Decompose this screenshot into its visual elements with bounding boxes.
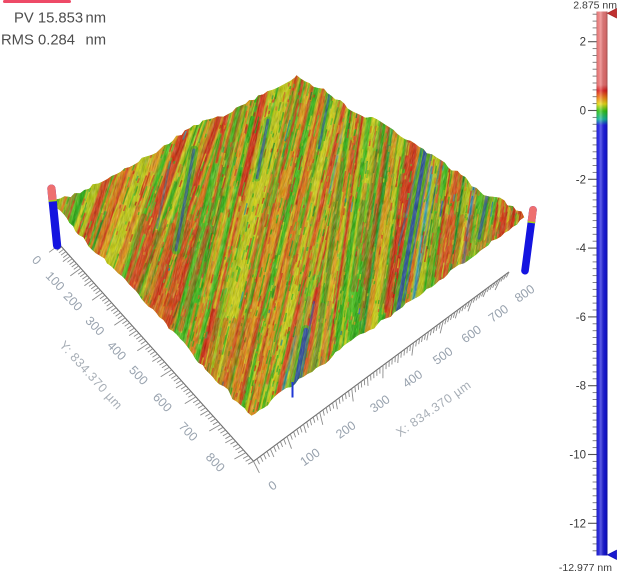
svg-text:400: 400 <box>400 367 425 390</box>
svg-text:500: 500 <box>126 363 151 388</box>
svg-text:nm: nm <box>86 11 107 27</box>
svg-text:-6: -6 <box>576 312 586 324</box>
svg-text:2: 2 <box>580 37 586 49</box>
svg-text:800: 800 <box>203 450 228 475</box>
svg-text:100: 100 <box>43 269 68 294</box>
svg-text:-4: -4 <box>576 243 587 255</box>
svg-text:PV 15.853: PV 15.853 <box>14 11 83 27</box>
svg-text:0: 0 <box>29 253 44 268</box>
svg-text:800: 800 <box>512 282 537 305</box>
svg-text:-12.977 nm: -12.977 nm <box>559 562 612 574</box>
svg-text:nm: nm <box>86 33 107 49</box>
svg-text:100: 100 <box>298 445 323 468</box>
svg-text:0: 0 <box>580 106 586 118</box>
svg-text:300: 300 <box>82 314 107 339</box>
svg-text:2.875 nm: 2.875 nm <box>573 0 617 12</box>
svg-text:600: 600 <box>459 322 484 345</box>
svg-text:0: 0 <box>266 478 280 493</box>
svg-text:-12: -12 <box>569 518 586 530</box>
svg-text:-2: -2 <box>576 174 586 186</box>
svg-text:-8: -8 <box>576 381 586 393</box>
svg-text:500: 500 <box>430 344 455 367</box>
svg-text:300: 300 <box>367 392 392 415</box>
svg-text:RMS 0.284: RMS 0.284 <box>1 33 75 49</box>
svg-text:700: 700 <box>176 419 201 444</box>
svg-text:600: 600 <box>150 390 175 415</box>
svg-text:200: 200 <box>333 418 358 441</box>
svg-text:200: 200 <box>61 289 86 314</box>
svg-text:700: 700 <box>486 302 511 325</box>
svg-text:400: 400 <box>104 338 129 363</box>
svg-text:-10: -10 <box>569 450 586 462</box>
